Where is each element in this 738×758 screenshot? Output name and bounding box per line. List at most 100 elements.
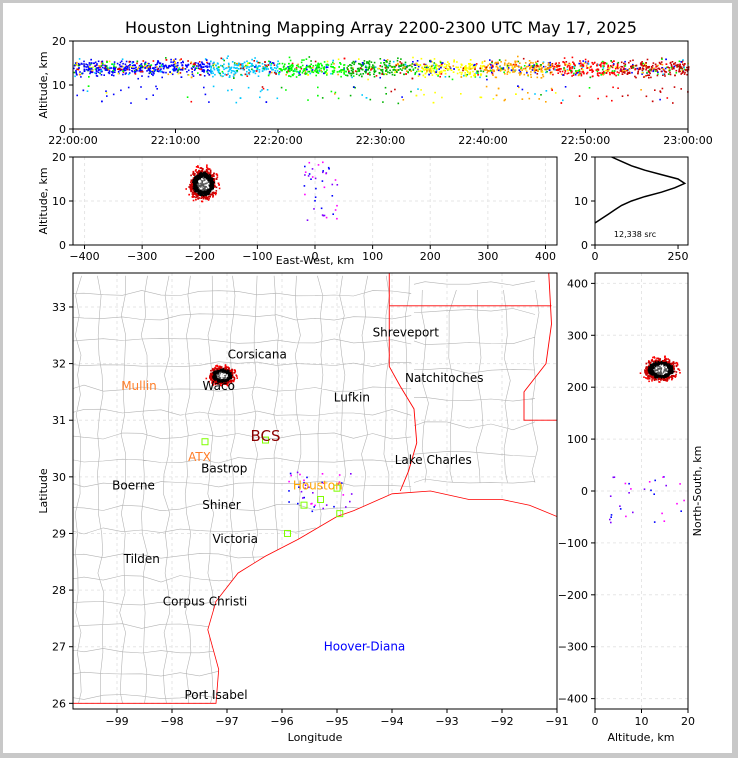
lightning-source [83, 70, 86, 72]
lightning-source [391, 73, 394, 76]
lightning-source [530, 65, 533, 67]
lightning-source [304, 68, 306, 70]
lightning-source [118, 64, 121, 66]
lightning-source [128, 72, 131, 74]
lightning-source [201, 180, 204, 182]
lightning-source [202, 177, 205, 180]
lightning-source [190, 190, 192, 192]
lightning-source [193, 69, 196, 71]
lightning-source [385, 66, 388, 68]
lightning-source [204, 196, 206, 198]
lightning-source [423, 63, 425, 66]
lightning-source [197, 166, 199, 169]
lightning-source [487, 64, 489, 67]
lightning-source [617, 61, 620, 64]
lightning-source [131, 62, 134, 64]
lightning-source [270, 71, 273, 74]
lightning-source [196, 190, 198, 192]
lightning-source [340, 69, 343, 71]
lightning-source [673, 67, 675, 70]
lightning-source [430, 71, 433, 74]
lightning-source [468, 63, 470, 65]
lightning-source [263, 67, 265, 70]
lightning-source [270, 66, 273, 69]
lightning-source [83, 68, 86, 71]
lightning-source [194, 184, 196, 186]
lightning-source [212, 64, 214, 67]
lightning-source [596, 64, 598, 67]
lightning-source [650, 76, 652, 79]
plan-view-panel: CorsicanaShreveportNatchitochesLufkinMul… [37, 272, 569, 744]
lightning-source [237, 64, 240, 67]
lightning-source [334, 179, 337, 181]
lightning-source [666, 97, 669, 99]
lightning-source [303, 59, 305, 61]
lightning-source [125, 72, 127, 74]
lightning-source [364, 70, 366, 73]
lightning-source [492, 74, 494, 76]
lightning-source [197, 194, 200, 197]
lightning-source [436, 68, 438, 70]
lightning-source [230, 71, 233, 74]
lightning-source [596, 72, 599, 75]
lightning-source [204, 170, 206, 173]
lightning-source [175, 65, 177, 67]
lightning-source [249, 62, 252, 64]
lightning-source [219, 74, 222, 77]
lightning-source [102, 62, 104, 65]
lightning-source [524, 68, 527, 71]
lightning-source [481, 61, 484, 63]
lightning-source [95, 67, 98, 69]
lightning-source [252, 71, 255, 74]
lightning-source [614, 66, 617, 68]
lightning-source [464, 74, 467, 76]
lightning-source [221, 65, 224, 67]
lightning-source [383, 73, 385, 76]
lightning-source [391, 66, 393, 68]
lightning-source [133, 67, 136, 70]
lightning-source [349, 64, 351, 66]
lightning-source [282, 66, 285, 68]
lightning-source [669, 73, 672, 76]
lightning-source [389, 69, 391, 72]
lightning-source [174, 62, 176, 65]
lightning-source [208, 101, 210, 103]
lightning-source [316, 69, 319, 72]
lightning-source [139, 69, 142, 72]
lightning-source [323, 214, 326, 217]
lightning-source [618, 66, 620, 69]
lightning-source [443, 69, 445, 72]
lightning-source [131, 64, 134, 67]
lightning-source [670, 65, 673, 67]
lightning-source [388, 72, 391, 74]
lightning-source [267, 64, 270, 66]
lightning-source [659, 90, 661, 92]
lightning-source [259, 90, 262, 93]
lightning-source [343, 57, 346, 60]
lightning-source [325, 63, 328, 66]
lightning-source [619, 70, 622, 72]
lightning-source [337, 73, 339, 76]
lightning-source [139, 66, 142, 68]
lightning-source [532, 65, 534, 67]
lightning-source [578, 69, 581, 71]
lightning-source [343, 68, 345, 70]
lightning-source [276, 97, 279, 100]
lightning-source [119, 69, 121, 72]
lightning-source [200, 187, 203, 190]
lightning-source [303, 185, 306, 187]
lightning-source [484, 69, 487, 71]
lightning-source [340, 75, 342, 78]
lightning-source [682, 63, 684, 66]
lightning-source [273, 64, 276, 66]
lightning-source [200, 68, 202, 71]
lightning-source [218, 69, 220, 72]
lightning-source [201, 169, 203, 172]
lightning-source [628, 61, 630, 64]
lightning-source [614, 67, 617, 70]
lightning-source [97, 66, 100, 69]
lightning-source [621, 71, 624, 73]
lightning-source [210, 187, 213, 189]
lightning-source [624, 60, 626, 63]
